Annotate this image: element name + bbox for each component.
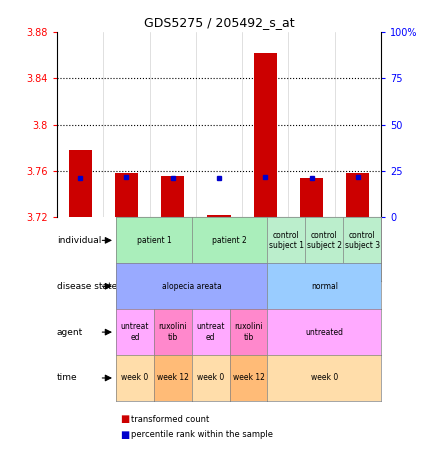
Text: GSM1414312: GSM1414312	[131, 224, 139, 275]
Text: control
subject 2: control subject 2	[307, 231, 342, 250]
Text: time: time	[57, 373, 78, 382]
Text: ■: ■	[120, 430, 130, 440]
Text: control
subject 1: control subject 1	[269, 231, 304, 250]
Bar	[254, 53, 277, 217]
Text: GSM1414314: GSM1414314	[206, 224, 215, 275]
Text: ■: ■	[120, 414, 130, 424]
Text: ruxolini
tib: ruxolini tib	[159, 323, 187, 342]
Text: individual: individual	[57, 236, 101, 245]
Text: transformed count: transformed count	[131, 414, 210, 424]
Text: ruxolini
tib: ruxolini tib	[234, 323, 263, 342]
Text: week 0: week 0	[197, 373, 224, 382]
Text: week 12: week 12	[233, 373, 265, 382]
Text: GSM1414313: GSM1414313	[168, 224, 177, 275]
Text: normal: normal	[311, 282, 338, 291]
Bar	[208, 215, 230, 217]
Text: untreat
ed: untreat ed	[197, 323, 225, 342]
Bar	[300, 178, 323, 217]
Bar	[161, 176, 184, 217]
Text: disease state: disease state	[57, 282, 117, 291]
Bar	[346, 173, 370, 217]
Text: patient 2: patient 2	[212, 236, 247, 245]
Text: patient 1: patient 1	[137, 236, 171, 245]
Bar	[115, 173, 138, 217]
Text: untreat
ed: untreat ed	[121, 323, 149, 342]
Text: control
subject 3: control subject 3	[345, 231, 380, 250]
Text: week 0: week 0	[121, 373, 148, 382]
Bar	[68, 150, 92, 217]
Text: GSM1414315: GSM1414315	[244, 224, 253, 275]
Text: GSM1414318: GSM1414318	[358, 224, 367, 275]
Text: week 12: week 12	[157, 373, 189, 382]
Text: GDS5275 / 205492_s_at: GDS5275 / 205492_s_at	[144, 16, 294, 29]
Text: agent: agent	[57, 328, 83, 337]
Text: GSM1414317: GSM1414317	[320, 224, 329, 275]
Text: percentile rank within the sample: percentile rank within the sample	[131, 430, 273, 439]
Text: GSM1414316: GSM1414316	[282, 224, 291, 275]
Text: untreated: untreated	[305, 328, 343, 337]
Text: week 0: week 0	[311, 373, 338, 382]
Text: alopecia areata: alopecia areata	[162, 282, 222, 291]
